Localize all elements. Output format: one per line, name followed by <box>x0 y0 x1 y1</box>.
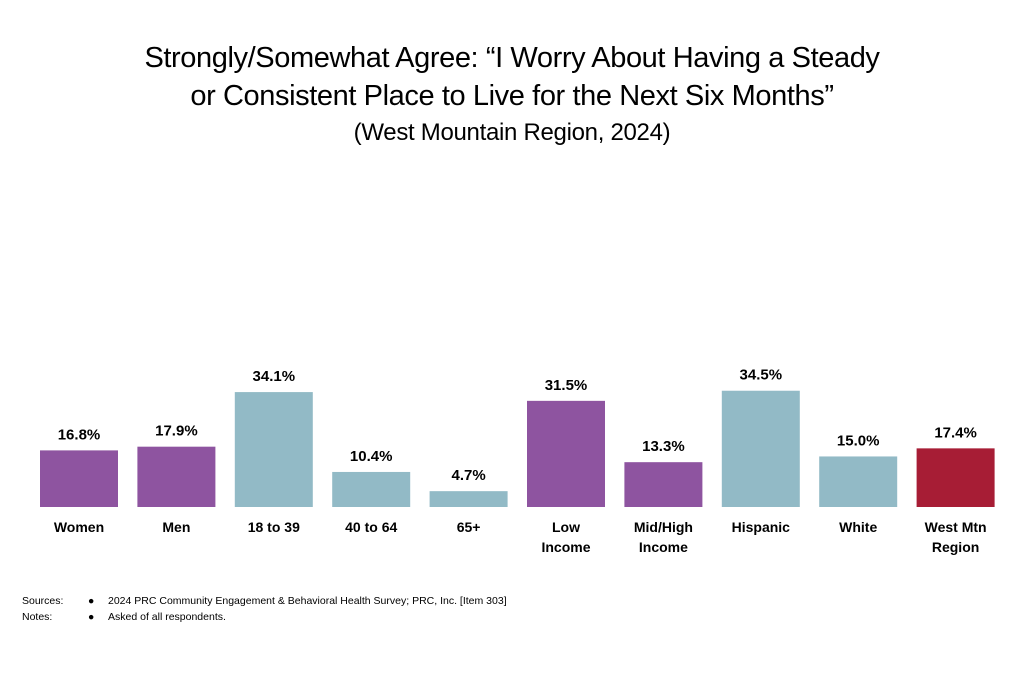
chart-title-line-2: or Consistent Place to Live for the Next… <box>190 80 834 112</box>
value-label-1: 17.9% <box>155 423 198 440</box>
value-label-7: 34.5% <box>740 367 783 384</box>
bar-8 <box>819 456 898 507</box>
category-label-7: Hispanic <box>732 519 791 535</box>
category-label-1: Men <box>162 519 190 535</box>
chart-subtitle: (West Mountain Region, 2024) <box>353 119 671 146</box>
value-label-8: 15.0% <box>837 432 880 449</box>
bar-1 <box>137 446 216 507</box>
category-label-3: 40 to 64 <box>345 519 397 535</box>
category-label-8: White <box>839 519 877 535</box>
category-label-6-line-1: Income <box>639 539 688 555</box>
value-label-6: 13.3% <box>642 438 685 455</box>
bar-9 <box>916 448 995 507</box>
category-label-4: 65+ <box>457 519 481 535</box>
chart-title-line-1: Strongly/Somewhat Agree: “I Worry About … <box>144 42 880 74</box>
sources-bullet: ● <box>88 595 95 607</box>
value-label-0: 16.8% <box>58 426 101 443</box>
category-label-5-line-0: Low <box>552 519 580 535</box>
category-label-6-line-0: Mid/High <box>634 519 693 535</box>
value-label-2: 34.1% <box>253 368 296 385</box>
bar-0 <box>40 450 118 507</box>
value-label-3: 10.4% <box>350 448 393 465</box>
bar-3 <box>332 471 411 507</box>
category-label-9-line-1: Region <box>932 539 979 555</box>
notes-bullet: ● <box>88 611 95 623</box>
bar-2 <box>234 392 313 507</box>
notes-label: Notes: <box>22 611 53 623</box>
bar-4 <box>429 491 508 507</box>
category-label-0: Women <box>54 519 104 535</box>
value-label-5: 31.5% <box>545 377 588 394</box>
category-label-2: 18 to 39 <box>248 519 300 535</box>
sources-text: 2024 PRC Community Engagement & Behavior… <box>108 595 507 607</box>
bar-6 <box>624 462 703 507</box>
bar-7 <box>721 390 800 507</box>
bar-chart: 16.8% Women 17.9% Men 34.1% 18 to 39 10.4% 40 t… <box>40 367 995 555</box>
category-label-9-line-0: West Mtn <box>925 519 987 535</box>
value-label-9: 17.4% <box>934 424 977 441</box>
category-label-5-line-1: Income <box>541 539 590 555</box>
sources-label: Sources: <box>22 595 64 607</box>
bar-5 <box>527 400 605 507</box>
notes-text: Asked of all respondents. <box>108 611 226 623</box>
value-label-4: 4.7% <box>451 467 485 484</box>
